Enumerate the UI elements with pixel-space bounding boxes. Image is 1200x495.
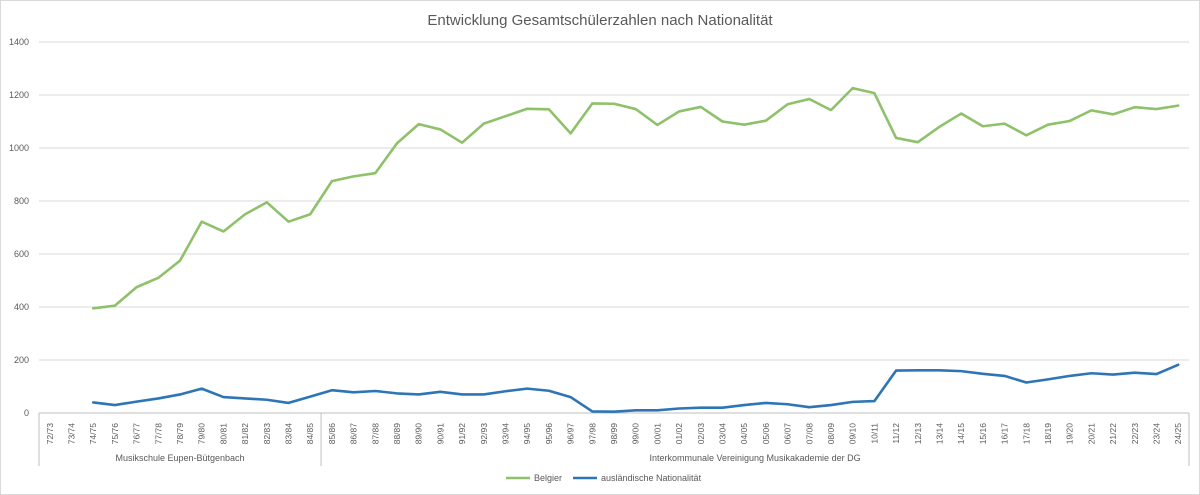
x-group-label: Musikschule Eupen-Bütgenbach — [115, 453, 244, 463]
x-tick-label: 86/87 — [349, 423, 359, 445]
x-tick-label: 09/10 — [848, 423, 858, 445]
x-tick-label: 87/88 — [370, 423, 380, 445]
x-tick-label: 85/86 — [327, 423, 337, 445]
x-tick-label: 23/24 — [1151, 423, 1161, 445]
x-tick-label: 12/13 — [913, 423, 923, 445]
x-tick-label: 98/99 — [609, 423, 619, 445]
y-tick-label: 800 — [14, 196, 29, 206]
x-tick-label: 90/91 — [435, 423, 445, 445]
x-tick-label: 03/04 — [717, 423, 727, 445]
x-tick-label: 75/76 — [110, 423, 120, 445]
x-tick-label: 11/12 — [891, 423, 901, 444]
x-tick-label: 76/77 — [132, 423, 142, 445]
y-tick-label: 1200 — [9, 90, 29, 100]
x-tick-label: 05/06 — [761, 423, 771, 445]
x-tick-label: 77/78 — [153, 423, 163, 445]
x-tick-label: 97/98 — [587, 423, 597, 445]
x-tick-label: 14/15 — [956, 423, 966, 445]
x-tick-label: 01/02 — [674, 423, 684, 445]
x-tick-label: 22/23 — [1130, 423, 1140, 445]
y-axis-tick-labels: 0 200 400 600 800 1000 1200 1400 — [9, 37, 29, 418]
x-tick-label: 08/09 — [826, 423, 836, 445]
x-tick-label: 88/89 — [392, 423, 402, 445]
x-tick-label: 84/85 — [305, 423, 315, 445]
x-tick-label: 21/22 — [1108, 423, 1118, 445]
x-tick-label: 07/08 — [804, 423, 814, 445]
x-tick-label: 24/25 — [1173, 423, 1183, 445]
x-tick-label: 92/93 — [479, 423, 489, 445]
x-tick-label: 91/92 — [457, 423, 467, 445]
x-tick-label: 94/95 — [522, 423, 532, 445]
legend: Belgier ausländische Nationalität — [506, 473, 702, 483]
x-tick-label: 13/14 — [934, 423, 944, 445]
x-tick-label: 02/03 — [696, 423, 706, 445]
legend-label: ausländische Nationalität — [601, 473, 702, 483]
gridlines — [39, 41, 1189, 361]
series-line-belgier — [91, 86, 1180, 310]
y-tick-label: 600 — [14, 249, 29, 259]
x-tick-label: 80/81 — [218, 423, 228, 445]
x-axis: 72/73 73/74 74/75 75/76 76/77 77/78 78/79 79/80… — [38, 412, 1190, 466]
series-lines — [91, 86, 1180, 413]
x-tick-label: 73/74 — [67, 423, 77, 445]
x-tick-label: 00/01 — [652, 423, 662, 445]
x-tick-label: 83/84 — [284, 423, 294, 445]
x-tick-label: 74/75 — [88, 423, 98, 445]
x-tick-label: 16/17 — [1000, 423, 1010, 445]
y-tick-label: 1000 — [9, 143, 29, 153]
x-tick-label: 78/79 — [175, 423, 185, 445]
y-tick-label: 1400 — [9, 37, 29, 47]
legend-label: Belgier — [534, 473, 562, 483]
x-tick-label: 79/80 — [197, 423, 207, 445]
x-tick-label: 04/05 — [739, 423, 749, 445]
y-tick-label: 400 — [14, 302, 29, 312]
x-tick-label: 18/19 — [1043, 423, 1053, 445]
chart-title: Entwicklung Gesamtschülerzahlen nach Nat… — [427, 12, 773, 29]
x-tick-label: 81/82 — [240, 423, 250, 445]
x-tick-label: 20/21 — [1086, 423, 1096, 445]
y-tick-label: 200 — [14, 355, 29, 365]
x-tick-label: 72/73 — [45, 423, 55, 445]
x-tick-label: 19/20 — [1065, 423, 1075, 445]
x-tick-label: 17/18 — [1021, 423, 1031, 445]
series-line-auslaendische-nationalitaet — [91, 363, 1180, 413]
x-group-label: Interkommunale Vereinigung Musikakademie… — [649, 453, 860, 463]
x-tick-label: 96/97 — [566, 423, 576, 445]
x-tick-label: 82/83 — [262, 423, 272, 445]
x-tick-label: 89/90 — [414, 423, 424, 445]
x-tick-label: 06/07 — [783, 423, 793, 445]
x-tick-label: 93/94 — [501, 423, 511, 445]
x-tick-label: 99/00 — [631, 423, 641, 445]
x-tick-label: 95/96 — [544, 423, 554, 445]
x-tick-label: 15/16 — [978, 423, 988, 445]
x-tick-label: 10/11 — [869, 423, 879, 444]
y-tick-label: 0 — [24, 408, 29, 418]
